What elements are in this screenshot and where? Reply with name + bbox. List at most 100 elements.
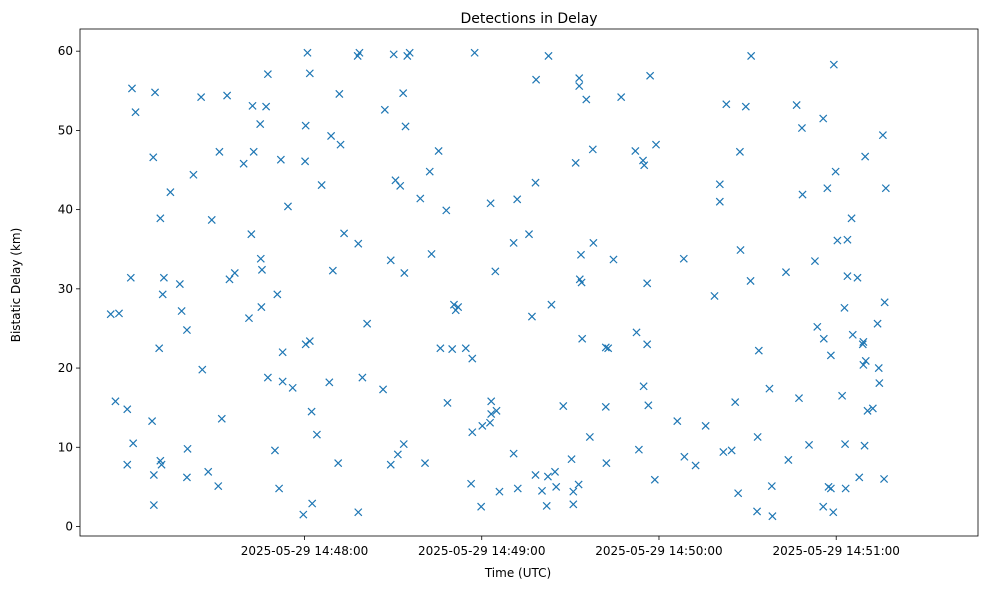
data-point: [826, 351, 835, 360]
data-point: [307, 407, 316, 416]
data-point: [609, 255, 618, 264]
data-point: [537, 486, 547, 495]
data-point: [149, 470, 158, 480]
data-point: [848, 330, 857, 339]
data-point: [470, 48, 479, 57]
data-point: [576, 250, 586, 259]
data-point: [542, 501, 551, 510]
data-point: [299, 510, 308, 519]
chart-title: Detections in Delay: [460, 11, 597, 27]
data-point: [868, 404, 877, 413]
data-point: [784, 455, 793, 464]
data-point: [651, 140, 661, 149]
data-point: [797, 123, 806, 133]
data-point: [513, 195, 522, 204]
data-point: [679, 254, 688, 263]
data-point: [225, 275, 234, 284]
data-point: [547, 300, 556, 309]
data-point: [214, 482, 223, 491]
data-point: [509, 238, 518, 247]
data-point: [416, 194, 425, 203]
data-point: [527, 312, 536, 321]
data-point: [813, 322, 822, 331]
data-point: [127, 84, 137, 93]
data-point: [442, 206, 451, 215]
data-point: [487, 409, 496, 419]
data-point: [819, 114, 828, 123]
data-point: [746, 276, 755, 285]
y-tick-label: 10: [58, 440, 73, 454]
data-point: [283, 202, 292, 211]
data-point: [588, 145, 597, 154]
data-point: [327, 131, 336, 140]
data-point: [880, 474, 889, 483]
data-point: [244, 314, 253, 323]
data-point: [159, 273, 168, 282]
data-point: [810, 257, 819, 266]
data-point: [574, 480, 583, 489]
data-point: [524, 230, 534, 239]
data-point: [301, 340, 310, 349]
data-point: [158, 290, 167, 299]
data-point: [495, 487, 504, 496]
data-point: [734, 489, 743, 498]
data-point: [602, 459, 611, 468]
data-point: [157, 460, 166, 469]
data-point: [735, 147, 744, 156]
data-point: [434, 146, 443, 156]
y-axis-ticks: 0 10 20 30 40 50 60: [58, 44, 80, 533]
data-point: [753, 432, 762, 442]
data-point: [485, 418, 495, 427]
data-point: [247, 230, 256, 239]
data-point: [643, 340, 652, 349]
data-point: [427, 249, 436, 259]
data-point: [722, 100, 731, 109]
data-point: [875, 379, 884, 388]
data-point: [263, 70, 272, 79]
data-point: [634, 445, 643, 454]
data-point: [644, 401, 653, 410]
data-point: [263, 373, 272, 382]
data-point: [183, 444, 192, 453]
data-point: [175, 280, 184, 289]
data-point: [792, 101, 801, 110]
data-point: [257, 265, 266, 274]
plot-frame: [79, 28, 979, 537]
data-point: [881, 184, 890, 193]
data-point: [838, 391, 847, 400]
data-point: [308, 499, 317, 508]
data-point: [177, 306, 186, 316]
data-point: [575, 74, 584, 83]
data-point: [491, 267, 500, 276]
data-point: [631, 146, 640, 156]
data-point: [111, 397, 120, 406]
data-point: [478, 421, 487, 430]
data-point: [569, 487, 578, 496]
data-point: [880, 298, 889, 307]
data-point: [461, 344, 470, 353]
x-tick-label: 2025-05-29 14:51:00: [772, 544, 899, 558]
data-point: [256, 120, 265, 129]
data-point: [853, 273, 862, 282]
data-point: [389, 50, 398, 59]
data-point: [380, 105, 389, 114]
plot-area: [80, 29, 978, 536]
data-point: [257, 303, 266, 312]
data-point: [731, 398, 740, 407]
data-point: [569, 500, 578, 509]
data-point: [126, 273, 135, 282]
data-point: [632, 328, 641, 337]
data-point: [640, 161, 649, 170]
x-tick-label: 2025-05-29 14:48:00: [241, 544, 368, 558]
y-tick-label: 30: [58, 282, 73, 296]
data-point: [301, 121, 310, 130]
data-point: [155, 344, 164, 353]
data-point: [578, 334, 587, 343]
data-point: [399, 89, 408, 98]
data-point: [559, 402, 568, 411]
data-point: [148, 417, 157, 426]
data-point: [262, 102, 271, 111]
data-point: [312, 430, 321, 439]
data-point: [335, 89, 344, 98]
x-axis-ticks: 2025-05-29 14:48:00 2025-05-29 14:49:00 20…: [241, 536, 900, 558]
